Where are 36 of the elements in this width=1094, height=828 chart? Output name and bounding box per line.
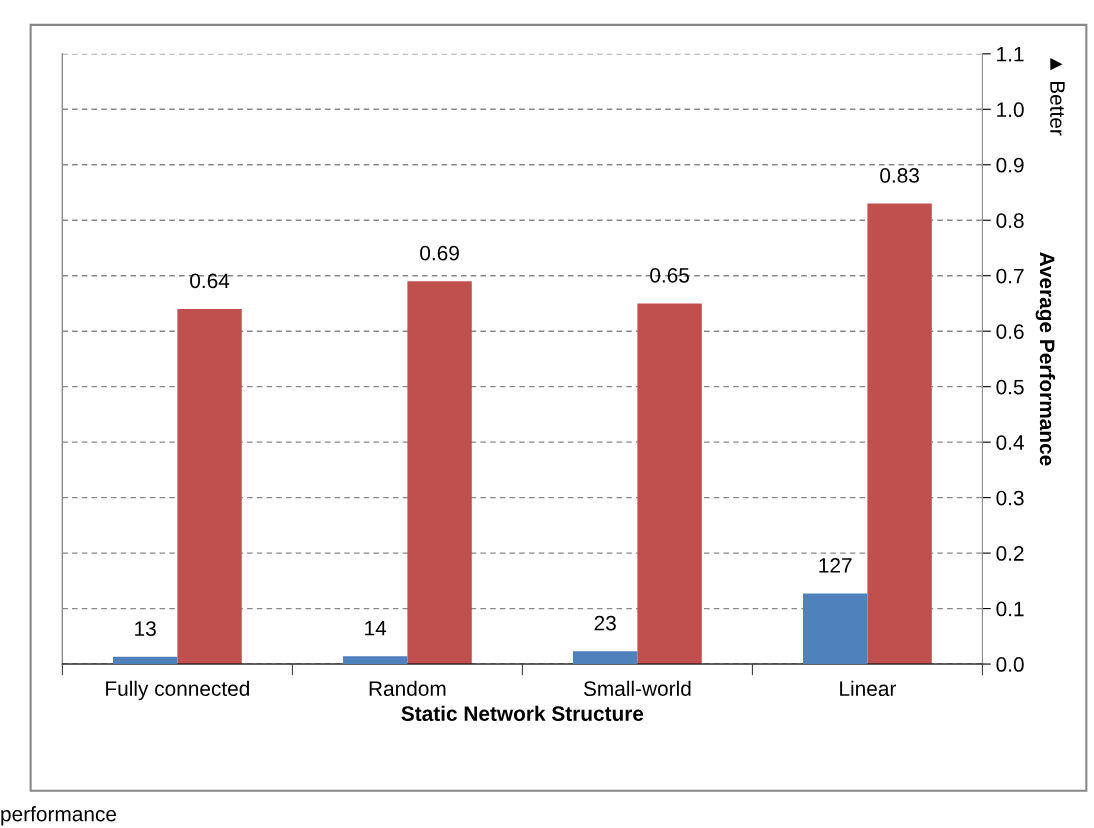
- y-tick-label: 0.0: [996, 657, 1024, 672]
- bar: [407, 281, 472, 665]
- bar: [177, 309, 242, 665]
- data-label: 0.64: [190, 273, 230, 289]
- data-label: 13: [135, 621, 156, 637]
- y-tick-label: 1.1: [997, 47, 1024, 62]
- data-label: 0.65: [650, 267, 689, 283]
- data-label: 0.83: [880, 168, 919, 183]
- data-label: 0.69: [420, 245, 459, 261]
- bar: [112, 656, 178, 665]
- y-tick-label: 0.4: [996, 435, 1024, 450]
- data-label: 14: [365, 620, 387, 636]
- bar: [637, 303, 702, 665]
- y-tick-label: 1.0: [997, 102, 1024, 118]
- y-tick-label: 0.1: [996, 601, 1024, 617]
- y-tick-label: 0.3: [996, 490, 1024, 506]
- x-axis-title: Static Network Structure: [401, 705, 644, 721]
- y-tick-label: 0.9: [996, 157, 1024, 173]
- bar: [572, 651, 638, 665]
- y-tick-label: 0.2: [996, 546, 1024, 561]
- y-tick-label: 0.8: [996, 213, 1024, 228]
- y-tick-label: 0.5: [996, 379, 1024, 395]
- x-tick-label: Small-world: [583, 680, 691, 697]
- x-tick-label: Fully connected: [106, 680, 249, 701]
- text: performance: [1, 806, 117, 826]
- text: ▲ Better: [1050, 58, 1065, 136]
- x-tick-label: Linear: [840, 680, 897, 697]
- bar: [803, 593, 868, 665]
- data-label: 23: [594, 615, 616, 631]
- bar: [867, 203, 932, 665]
- y-tick-label: 0.7: [996, 268, 1024, 284]
- bar: [342, 656, 408, 665]
- x-tick-label: Random: [369, 680, 446, 697]
- y-tick-label: 0.6: [996, 324, 1024, 339]
- y-axis-title: Average Performance: [1035, 252, 1056, 466]
- data-label: 127: [819, 558, 852, 573]
